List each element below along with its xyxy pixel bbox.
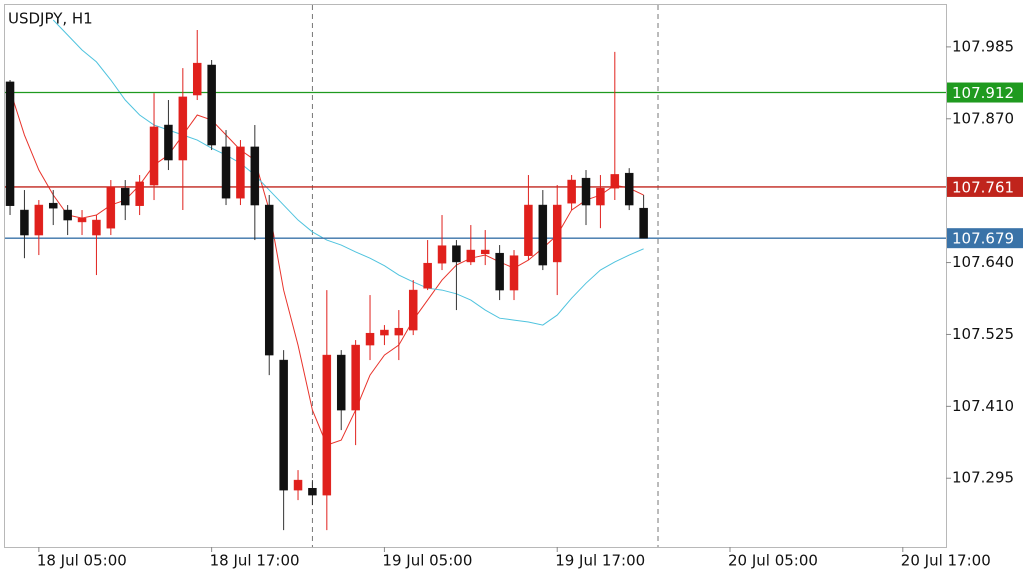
price-tag-label: 107.761 bbox=[952, 178, 1014, 196]
candle-body bbox=[279, 359, 288, 491]
candle-body bbox=[207, 64, 216, 146]
candle-body bbox=[120, 187, 130, 206]
candle-body bbox=[466, 249, 476, 263]
candle-body bbox=[423, 262, 432, 289]
x-tick-label: 19 Jul 05:00 bbox=[382, 552, 472, 570]
y-tick-label: 107.525 bbox=[952, 325, 1014, 343]
x-tick-label: 18 Jul 05:00 bbox=[37, 552, 127, 570]
candle-body bbox=[221, 146, 231, 199]
candle-body bbox=[394, 327, 404, 336]
candle-body bbox=[624, 172, 634, 206]
candle-body bbox=[250, 146, 260, 206]
candle-body bbox=[452, 245, 461, 263]
candle-body bbox=[106, 186, 116, 229]
candle-body bbox=[34, 204, 44, 236]
moving-average bbox=[52, 19, 644, 326]
y-tick-label: 107.870 bbox=[952, 109, 1014, 127]
candle-body bbox=[336, 354, 346, 411]
candle-body bbox=[408, 289, 418, 331]
candle-body bbox=[365, 332, 375, 346]
plot-frame bbox=[4, 4, 947, 548]
candle-body bbox=[639, 207, 648, 239]
candle-body bbox=[596, 187, 605, 206]
candle-body bbox=[5, 81, 15, 206]
candle-body bbox=[581, 177, 591, 206]
candle-body bbox=[524, 204, 533, 256]
x-tick-label: 19 Jul 17:00 bbox=[555, 552, 645, 570]
candle-body bbox=[135, 181, 144, 206]
candle-body bbox=[322, 354, 332, 496]
x-tick-label: 18 Jul 17:00 bbox=[210, 552, 300, 570]
candle-body bbox=[92, 219, 101, 236]
y-tick-label: 107.410 bbox=[952, 397, 1014, 415]
chart-title: USDJPY, H1 bbox=[8, 10, 93, 28]
candle-body bbox=[495, 252, 504, 291]
candle-body bbox=[351, 344, 360, 411]
candle-body bbox=[20, 209, 29, 236]
candle-body bbox=[164, 124, 173, 161]
candle-body bbox=[610, 174, 620, 189]
candle-body bbox=[236, 146, 245, 199]
candle-body bbox=[380, 329, 389, 336]
candle-body bbox=[293, 479, 303, 491]
candle-body bbox=[509, 255, 519, 291]
price-tag bbox=[947, 176, 1023, 197]
x-tick-label: 20 Jul 17:00 bbox=[901, 552, 991, 570]
price-tag-label: 107.912 bbox=[952, 84, 1014, 102]
candle-body bbox=[538, 204, 548, 266]
price-tag bbox=[947, 82, 1023, 103]
candle-body bbox=[192, 62, 202, 96]
candle-body bbox=[437, 245, 447, 264]
candle-body bbox=[63, 209, 72, 221]
y-tick-label: 107.640 bbox=[952, 253, 1014, 271]
candle-body bbox=[178, 96, 188, 161]
candle-body bbox=[308, 487, 317, 496]
x-tick-label: 20 Jul 05:00 bbox=[728, 552, 818, 570]
candle-body bbox=[149, 126, 159, 186]
candle-body bbox=[264, 204, 274, 356]
y-tick-label: 107.295 bbox=[952, 469, 1014, 487]
candle-body bbox=[552, 204, 562, 263]
y-tick-label: 107.985 bbox=[952, 37, 1014, 55]
price-tag-label: 107.679 bbox=[952, 230, 1014, 248]
candle-body bbox=[48, 202, 58, 209]
price-tag bbox=[947, 228, 1023, 249]
candle-body bbox=[77, 217, 87, 223]
candle-body bbox=[480, 249, 490, 255]
candle-body bbox=[567, 179, 576, 204]
